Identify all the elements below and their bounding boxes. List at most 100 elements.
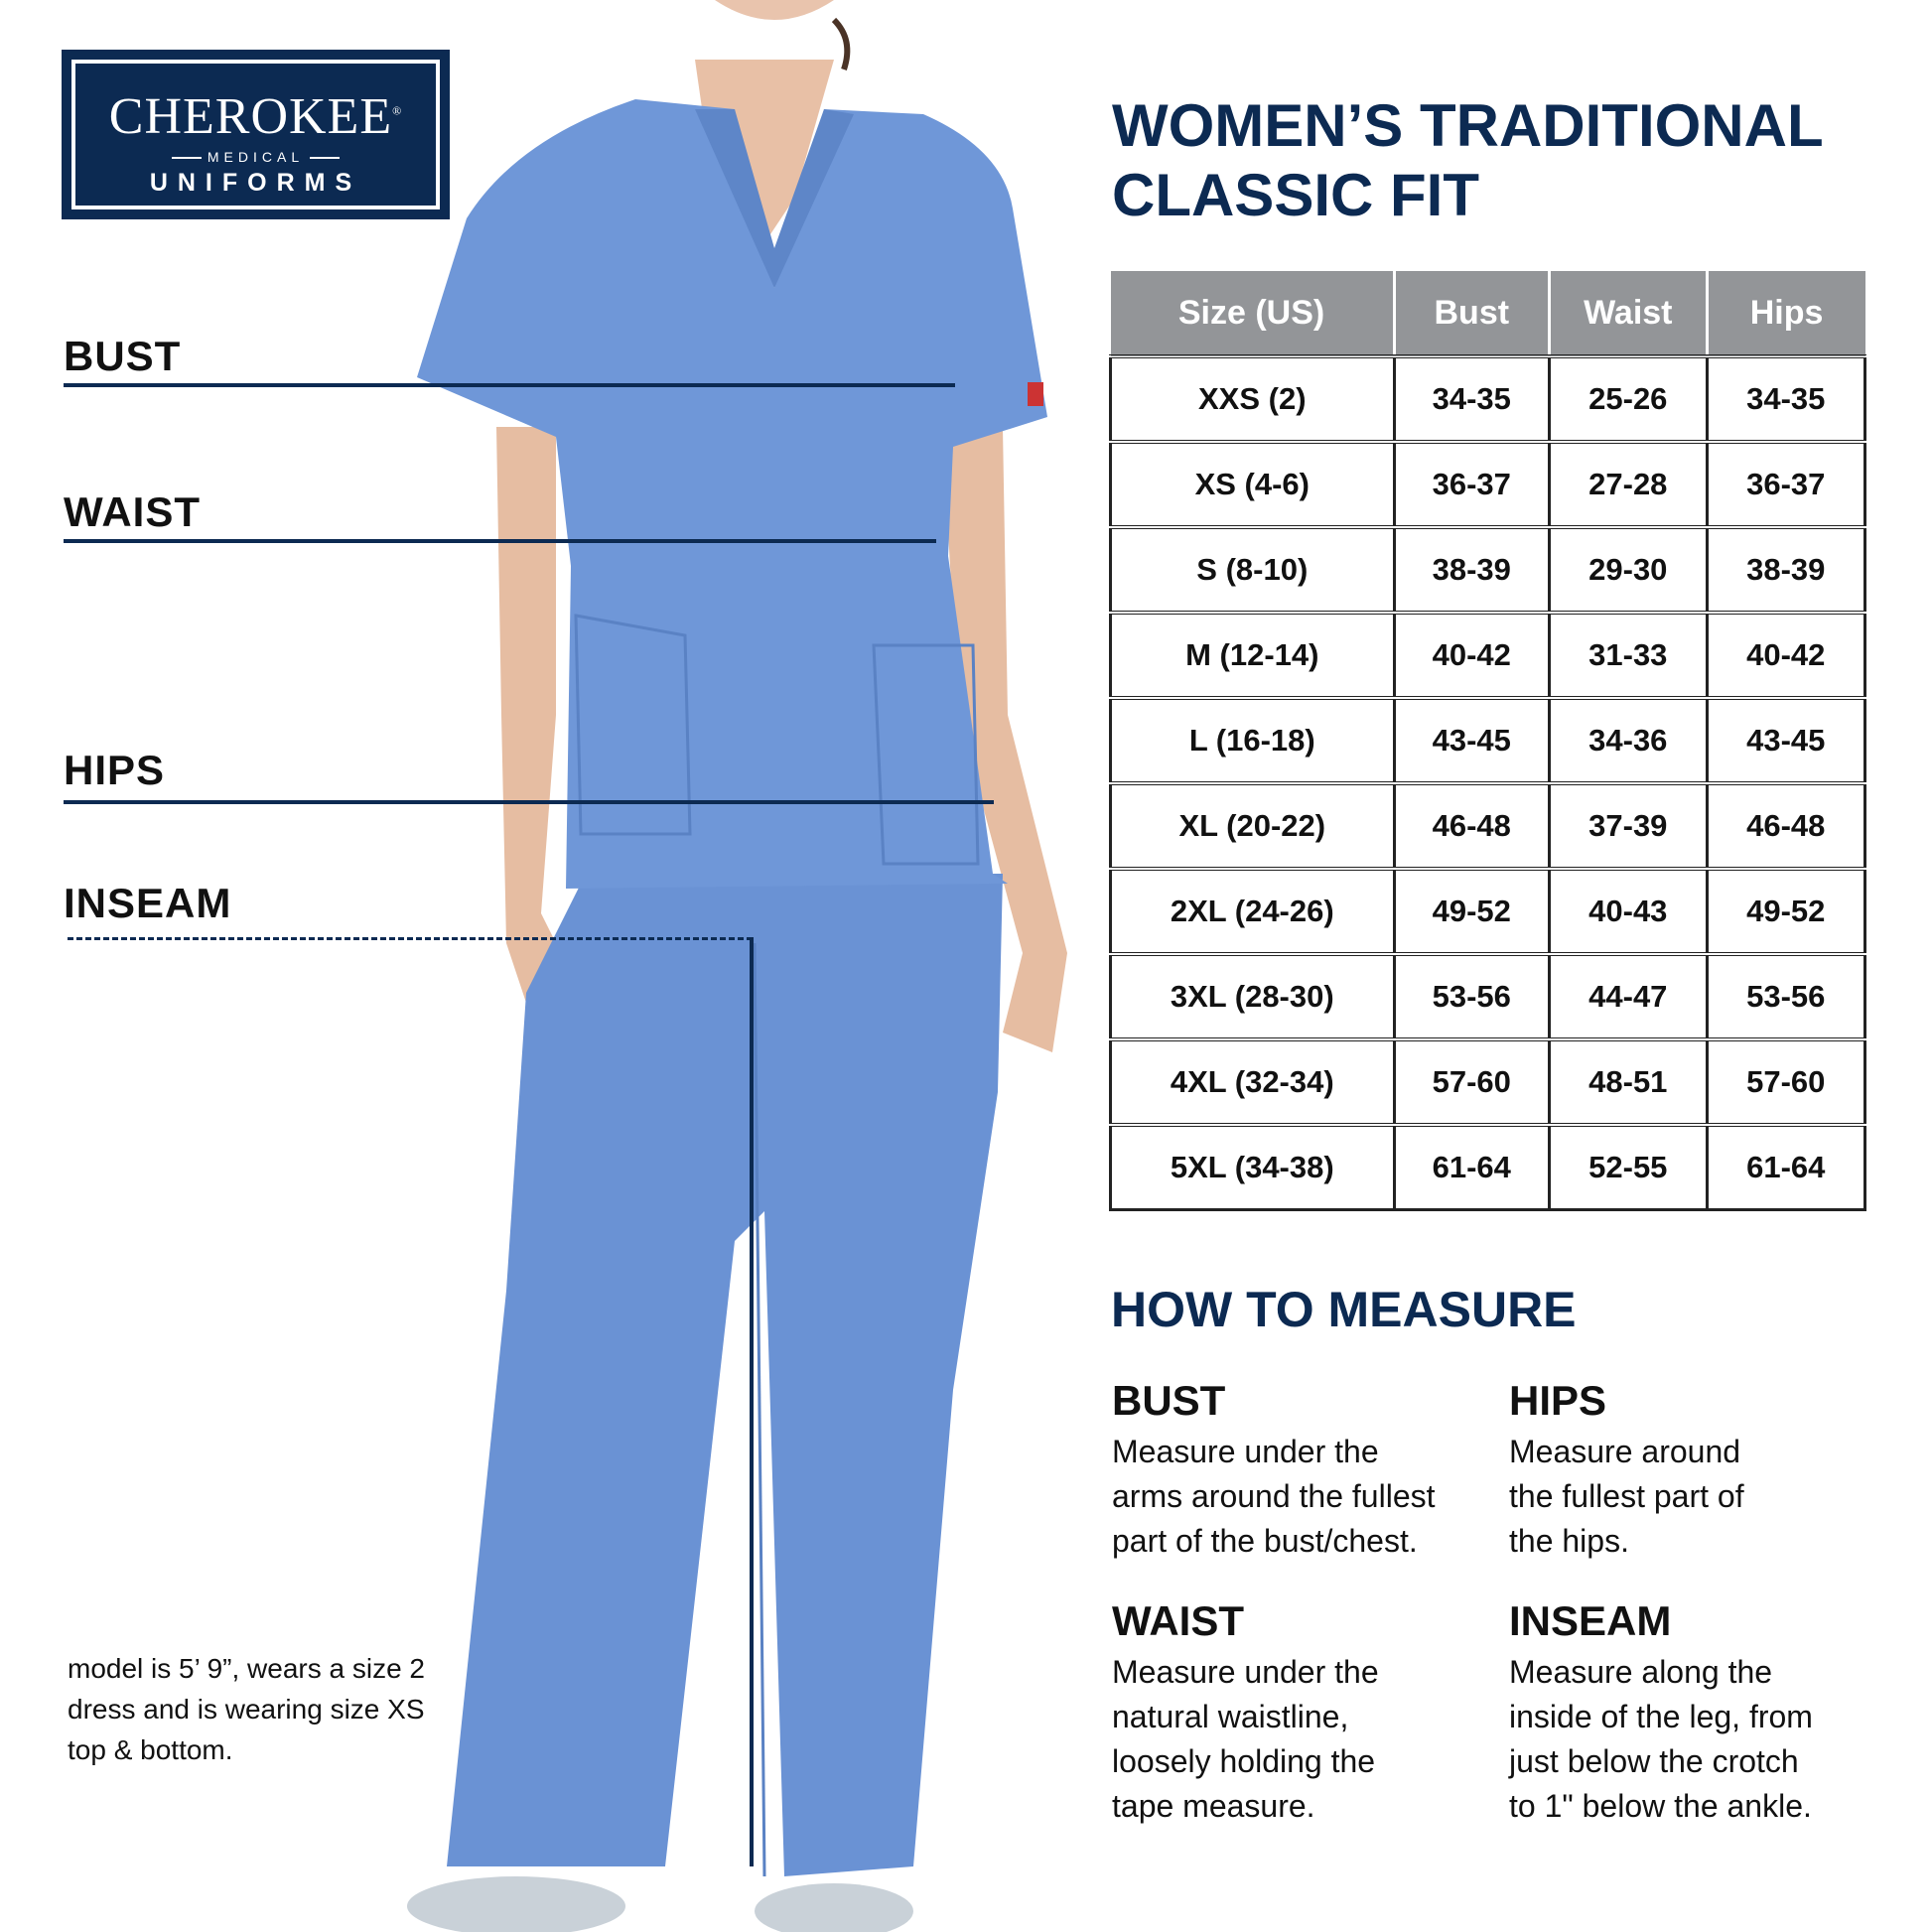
measurement-cell: 36-37 xyxy=(1705,440,1867,529)
measure-inseam-text: Measure along the inside of the leg, from… xyxy=(1509,1650,1926,1829)
text-line: Measure along the xyxy=(1509,1654,1773,1690)
measurement-cell: 40-42 xyxy=(1705,611,1867,700)
size-cell: M (12-14) xyxy=(1109,611,1396,700)
measurement-cell: 57-60 xyxy=(1705,1037,1867,1127)
measurement-cell: 44-47 xyxy=(1548,952,1709,1041)
measurement-cell: 31-33 xyxy=(1548,611,1709,700)
inseam-dashed-line xyxy=(68,937,753,940)
label-inseam: INSEAM xyxy=(64,880,232,926)
text-line: dress and is wearing size XS xyxy=(68,1694,425,1725)
page-title: WOMEN’S TRADITIONAL CLASSIC FIT xyxy=(1112,91,1824,230)
size-cell: S (8-10) xyxy=(1109,525,1396,615)
measurement-cell: 25-26 xyxy=(1548,354,1709,444)
table-row: 4XL (32-34) 57-60 48-51 57-60 xyxy=(1109,1037,1867,1127)
text-line: just below the crotch xyxy=(1509,1743,1799,1779)
measurement-cell: 46-48 xyxy=(1392,781,1552,871)
measurement-cell: 34-36 xyxy=(1548,696,1709,785)
measurement-cell: 27-28 xyxy=(1548,440,1709,529)
measure-bust-text: Measure under the arms around the fullest… xyxy=(1112,1430,1489,1564)
logo-registered-mark: ® xyxy=(392,103,403,118)
text-line: loosely holding the xyxy=(1112,1743,1376,1779)
size-cell: 2XL (24-26) xyxy=(1109,867,1396,956)
title-line-1: WOMEN’S TRADITIONAL xyxy=(1112,92,1824,159)
label-hips: HIPS xyxy=(64,747,166,793)
size-cell: L (16-18) xyxy=(1109,696,1396,785)
text-line: Measure under the xyxy=(1112,1654,1379,1690)
title-line-2: CLASSIC FIT xyxy=(1112,162,1479,228)
measurement-cell: 38-39 xyxy=(1392,525,1552,615)
logo-uniforms: UNIFORMS xyxy=(149,169,362,197)
measurement-cell: 61-64 xyxy=(1392,1123,1552,1211)
text-line: top & bottom. xyxy=(68,1734,233,1765)
measurement-cell: 53-56 xyxy=(1392,952,1552,1041)
measurement-cell: 37-39 xyxy=(1548,781,1709,871)
column-header: Waist xyxy=(1548,271,1708,356)
model-note: model is 5’ 9”, wears a size 2 dress and … xyxy=(68,1648,425,1770)
measurement-cell: 61-64 xyxy=(1705,1123,1867,1211)
hips-line xyxy=(64,800,994,804)
text-line: Measure around xyxy=(1509,1434,1741,1469)
table-row: 3XL (28-30) 53-56 44-47 53-56 xyxy=(1109,952,1867,1041)
measure-waist-text: Measure under the natural waistline, loose… xyxy=(1112,1650,1489,1829)
text-line: tape measure. xyxy=(1112,1788,1315,1824)
table-row: XS (4-6) 36-37 27-28 36-37 xyxy=(1109,440,1867,529)
column-header: Size (US) xyxy=(1110,271,1395,356)
measurement-cell: 40-43 xyxy=(1548,867,1709,956)
size-cell: XS (4-6) xyxy=(1109,440,1396,529)
bust-line xyxy=(64,383,955,387)
model-figure xyxy=(407,0,1067,1932)
column-header: Hips xyxy=(1705,271,1865,356)
measurement-cell: 49-52 xyxy=(1705,867,1867,956)
text-line: the fullest part of xyxy=(1509,1478,1744,1514)
waist-line xyxy=(64,539,936,543)
measurement-cell: 29-30 xyxy=(1548,525,1709,615)
measurement-cell: 49-52 xyxy=(1392,867,1552,956)
measure-hips-heading: HIPS xyxy=(1509,1377,1607,1424)
measure-inseam-heading: INSEAM xyxy=(1509,1597,1672,1644)
table-row: 2XL (24-26) 49-52 40-43 49-52 xyxy=(1109,867,1867,956)
text-line: Measure under the xyxy=(1112,1434,1379,1469)
size-chart-table: Size (US) Bust Waist Hips XXS (2) 34-35 25-26… xyxy=(1109,271,1867,1211)
table-row: L (16-18) 43-45 34-36 43-45 xyxy=(1109,696,1867,785)
text-line: natural waistline, xyxy=(1112,1699,1349,1734)
table-row: M (12-14) 40-42 31-33 40-42 xyxy=(1109,611,1867,700)
measure-waist-heading: WAIST xyxy=(1112,1597,1244,1644)
measurement-cell: 34-35 xyxy=(1705,354,1867,444)
measurement-cell: 34-35 xyxy=(1392,354,1552,444)
column-header: Bust xyxy=(1392,271,1550,356)
table-header-row: Size (US) Bust Waist Hips xyxy=(1110,271,1865,356)
measure-bust: BUST Measure under the arms around the fu… xyxy=(1112,1380,1489,1564)
measurement-cell: 48-51 xyxy=(1548,1037,1709,1127)
how-to-measure-title: HOW TO MEASURE xyxy=(1111,1282,1577,1337)
text-line: inside of the leg, from xyxy=(1509,1699,1813,1734)
size-cell: XXS (2) xyxy=(1109,354,1396,444)
measure-hips: HIPS Measure around the fullest part of th… xyxy=(1509,1380,1906,1564)
text-line: part of the bust/chest. xyxy=(1112,1523,1418,1559)
label-bust: BUST xyxy=(64,333,182,379)
table-row: S (8-10) 38-39 29-30 38-39 xyxy=(1109,525,1867,615)
measurement-cell: 53-56 xyxy=(1705,952,1867,1041)
cherokee-logo: CHEROKEE® MEDICAL UNIFORMS xyxy=(62,50,450,219)
text-line: to 1" below the ankle. xyxy=(1509,1788,1812,1824)
label-waist: WAIST xyxy=(64,488,201,535)
table-row: 5XL (34-38) 61-64 52-55 61-64 xyxy=(1109,1123,1867,1211)
text-line: model is 5’ 9”, wears a size 2 xyxy=(68,1653,425,1684)
size-cell: 4XL (32-34) xyxy=(1109,1037,1396,1127)
inseam-vertical-line xyxy=(750,937,754,1866)
measurement-cell: 40-42 xyxy=(1392,611,1552,700)
measurement-cell: 38-39 xyxy=(1705,525,1867,615)
text-line: the hips. xyxy=(1509,1523,1629,1559)
measurement-cell: 46-48 xyxy=(1705,781,1867,871)
measurement-cell: 36-37 xyxy=(1392,440,1552,529)
measure-bust-heading: BUST xyxy=(1112,1377,1226,1424)
text-line: arms around the fullest xyxy=(1112,1478,1436,1514)
measurement-cell: 43-45 xyxy=(1705,696,1867,785)
table-row: XXS (2) 34-35 25-26 34-35 xyxy=(1109,354,1867,444)
measure-hips-text: Measure around the fullest part of the hip… xyxy=(1509,1430,1906,1564)
size-cell: 5XL (34-38) xyxy=(1109,1123,1396,1211)
measure-waist: WAIST Measure under the natural waistline… xyxy=(1112,1600,1489,1829)
measurement-cell: 52-55 xyxy=(1548,1123,1709,1211)
measure-inseam: INSEAM Measure along the inside of the le… xyxy=(1509,1600,1926,1829)
size-cell: XL (20-22) xyxy=(1109,781,1396,871)
